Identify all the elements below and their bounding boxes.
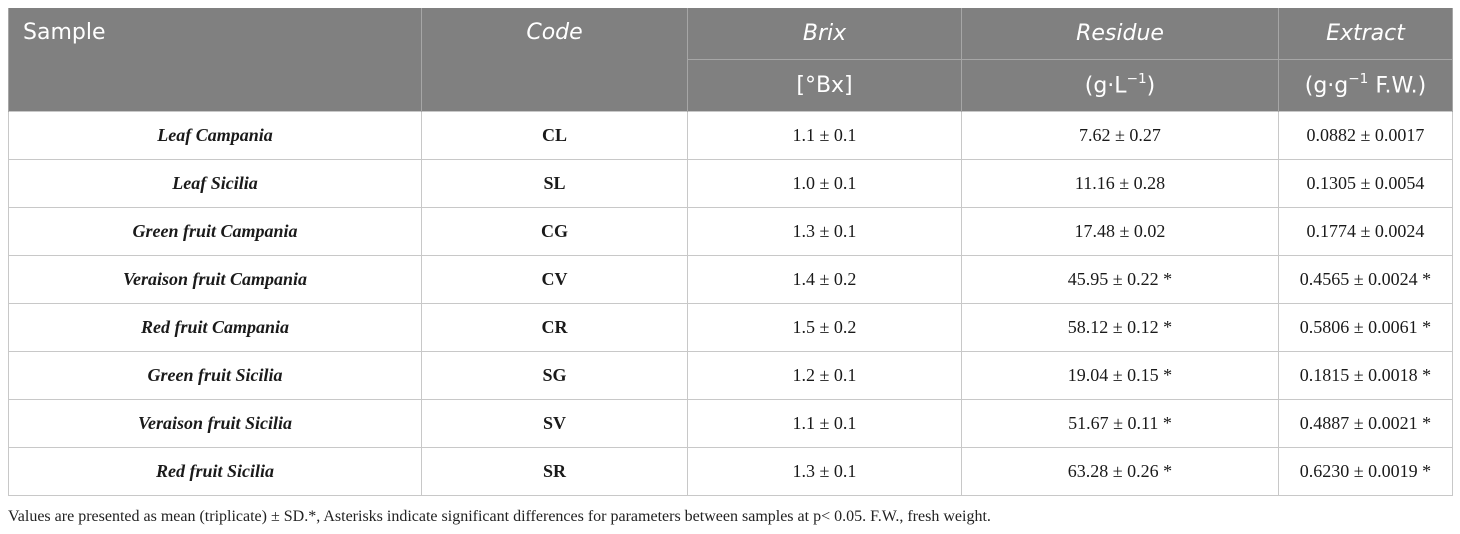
cell-residue: 7.62 ± 0.27 (961, 111, 1279, 160)
table-row: Red fruit Campania CR 1.5 ± 0.2 58.12 ± … (8, 303, 1453, 352)
cell-brix: 1.3 ± 0.1 (687, 207, 962, 256)
cell-sample: Leaf Sicilia (8, 159, 422, 208)
cell-code: CL (421, 111, 688, 160)
header-brix-unit: [°Bx] (687, 59, 962, 112)
cell-brix: 1.1 ± 0.1 (687, 399, 962, 448)
header-brix: Brix (687, 8, 962, 60)
cell-sample: Green fruit Campania (8, 207, 422, 256)
data-table-container: Sample Code Brix Residue Extract [°Bx] (… (8, 8, 1453, 496)
cell-residue: 58.12 ± 0.12 * (961, 303, 1279, 352)
cell-code: SV (421, 399, 688, 448)
cell-code: SR (421, 447, 688, 496)
cell-extract: 0.1305 ± 0.0054 (1278, 159, 1453, 208)
cell-brix: 1.2 ± 0.1 (687, 351, 962, 400)
table-row: Leaf Campania CL 1.1 ± 0.1 7.62 ± 0.27 0… (8, 111, 1453, 160)
header-residue-unit: (g·L−1) (961, 59, 1279, 112)
cell-brix: 1.0 ± 0.1 (687, 159, 962, 208)
table-row: Green fruit Sicilia SG 1.2 ± 0.1 19.04 ±… (8, 351, 1453, 400)
cell-extract: 0.6230 ± 0.0019 * (1278, 447, 1453, 496)
cell-code: CV (421, 255, 688, 304)
table-body: Leaf Campania CL 1.1 ± 0.1 7.62 ± 0.27 0… (8, 111, 1453, 496)
cell-brix: 1.3 ± 0.1 (687, 447, 962, 496)
cell-residue: 45.95 ± 0.22 * (961, 255, 1279, 304)
cell-residue: 51.67 ± 0.11 * (961, 399, 1279, 448)
cell-code: CR (421, 303, 688, 352)
cell-sample: Leaf Campania (8, 111, 422, 160)
table-row: Green fruit Campania CG 1.3 ± 0.1 17.48 … (8, 207, 1453, 256)
cell-code: SG (421, 351, 688, 400)
cell-extract: 0.5806 ± 0.0061 * (1278, 303, 1453, 352)
table-footnote: Values are presented as mean (triplicate… (8, 508, 991, 525)
cell-residue: 17.48 ± 0.02 (961, 207, 1279, 256)
cell-residue: 11.16 ± 0.28 (961, 159, 1279, 208)
header-residue: Residue (961, 8, 1279, 60)
cell-extract: 0.4887 ± 0.0021 * (1278, 399, 1453, 448)
header-code: Code (421, 8, 688, 112)
table-row: Red fruit Sicilia SR 1.3 ± 0.1 63.28 ± 0… (8, 447, 1453, 496)
cell-code: SL (421, 159, 688, 208)
cell-extract: 0.0882 ± 0.0017 (1278, 111, 1453, 160)
cell-sample: Red fruit Sicilia (8, 447, 422, 496)
cell-extract: 0.1774 ± 0.0024 (1278, 207, 1453, 256)
cell-extract: 0.4565 ± 0.0024 * (1278, 255, 1453, 304)
cell-brix: 1.4 ± 0.2 (687, 255, 962, 304)
cell-brix: 1.1 ± 0.1 (687, 111, 962, 160)
header-sample: Sample (8, 8, 422, 112)
cell-brix: 1.5 ± 0.2 (687, 303, 962, 352)
cell-sample: Green fruit Sicilia (8, 351, 422, 400)
cell-extract: 0.1815 ± 0.0018 * (1278, 351, 1453, 400)
cell-sample: Red fruit Campania (8, 303, 422, 352)
cell-code: CG (421, 207, 688, 256)
cell-sample: Veraison fruit Campania (8, 255, 422, 304)
table-row: Veraison fruit Sicilia SV 1.1 ± 0.1 51.6… (8, 399, 1453, 448)
cell-residue: 63.28 ± 0.26 * (961, 447, 1279, 496)
table-header: Sample Code Brix Residue Extract [°Bx] (… (8, 8, 1453, 112)
data-table: Sample Code Brix Residue Extract [°Bx] (… (8, 8, 1453, 496)
cell-residue: 19.04 ± 0.15 * (961, 351, 1279, 400)
header-extract: Extract (1278, 8, 1453, 60)
header-extract-unit: (g·g−1 F.W.) (1278, 59, 1453, 112)
table-row: Veraison fruit Campania CV 1.4 ± 0.2 45.… (8, 255, 1453, 304)
cell-sample: Veraison fruit Sicilia (8, 399, 422, 448)
table-row: Leaf Sicilia SL 1.0 ± 0.1 11.16 ± 0.28 0… (8, 159, 1453, 208)
